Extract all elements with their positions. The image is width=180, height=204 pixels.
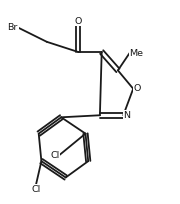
Text: Me: Me <box>130 49 144 58</box>
Text: Cl: Cl <box>50 151 59 160</box>
Text: Br: Br <box>8 23 18 32</box>
Text: O: O <box>133 84 141 93</box>
Text: Cl: Cl <box>31 185 41 194</box>
Text: O: O <box>75 17 82 26</box>
Text: N: N <box>123 111 130 120</box>
